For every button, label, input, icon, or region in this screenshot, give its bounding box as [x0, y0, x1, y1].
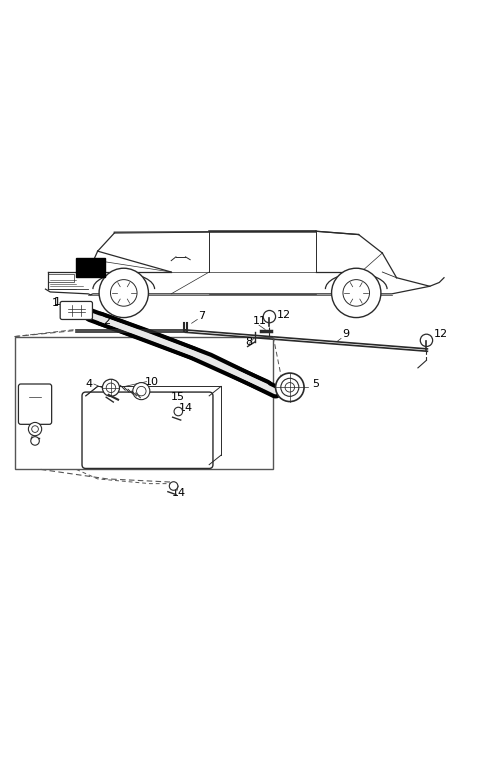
- Text: 14: 14: [179, 402, 192, 412]
- Circle shape: [133, 382, 150, 399]
- Text: 3: 3: [27, 391, 34, 401]
- Circle shape: [343, 280, 370, 306]
- Text: 10: 10: [145, 376, 159, 386]
- Circle shape: [106, 383, 116, 392]
- Text: 1: 1: [51, 298, 59, 308]
- Circle shape: [32, 425, 38, 432]
- Text: 8: 8: [246, 337, 253, 347]
- Text: 12: 12: [433, 329, 448, 339]
- Text: 9: 9: [342, 329, 349, 339]
- FancyBboxPatch shape: [60, 302, 93, 319]
- Circle shape: [276, 373, 304, 402]
- Text: 7: 7: [198, 310, 205, 320]
- Text: 15: 15: [170, 392, 184, 402]
- Circle shape: [174, 407, 182, 415]
- Text: 5: 5: [312, 379, 319, 389]
- Text: 2: 2: [103, 316, 110, 326]
- Circle shape: [137, 386, 146, 396]
- Text: 4: 4: [85, 379, 93, 389]
- FancyBboxPatch shape: [82, 392, 213, 468]
- Circle shape: [420, 334, 432, 346]
- Circle shape: [102, 379, 120, 396]
- FancyBboxPatch shape: [18, 384, 52, 425]
- Circle shape: [285, 382, 295, 392]
- Text: 11: 11: [253, 316, 267, 326]
- Circle shape: [332, 268, 381, 318]
- Text: 12: 12: [277, 310, 291, 319]
- Bar: [76, 258, 105, 276]
- Circle shape: [28, 422, 42, 435]
- Circle shape: [99, 268, 148, 318]
- Bar: [48, 274, 74, 283]
- Circle shape: [110, 280, 137, 306]
- Text: 6: 6: [32, 410, 38, 420]
- Circle shape: [263, 310, 276, 323]
- Circle shape: [281, 379, 299, 396]
- Bar: [14, 336, 273, 469]
- Circle shape: [31, 437, 39, 445]
- Text: 1: 1: [54, 297, 61, 307]
- Circle shape: [169, 482, 178, 490]
- Text: 14: 14: [172, 488, 186, 498]
- Text: 13: 13: [133, 386, 147, 396]
